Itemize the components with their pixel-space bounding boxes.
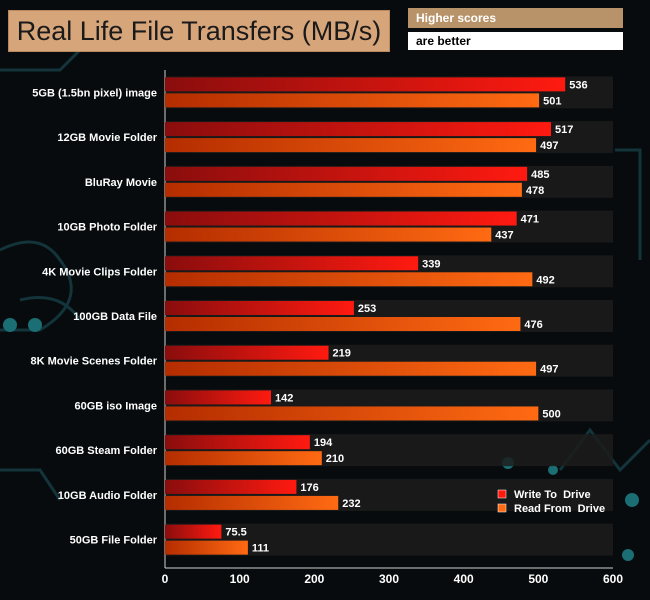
bar-read-from-drive-12gb-movie-folder [165, 138, 537, 153]
hint-higher-scores: Higher scores [408, 8, 623, 28]
category-label-8k-movie-scenes-folder: 8K Movie Scenes Folder [30, 356, 157, 368]
value-label-read-from-drive-5gb-1-5bn-pixel-image: 501 [543, 95, 561, 107]
bar-write-to-drive-50gb-file-folder [165, 524, 222, 539]
bar-write-to-drive-bluray-movie [165, 166, 528, 181]
value-label-read-from-drive-10gb-photo-folder: 437 [495, 230, 513, 242]
category-label-4k-movie-clips-folder: 4K Movie Clips Folder [42, 266, 158, 278]
legend-swatch-read-from-drive [497, 503, 507, 513]
category-label-bluray-movie: BluRay Movie [85, 177, 157, 189]
value-label-write-to-drive-5gb-1-5bn-pixel-image: 536 [569, 79, 587, 91]
bar-read-from-drive-10gb-photo-folder [165, 227, 492, 242]
bar-write-to-drive-10gb-audio-folder [165, 479, 297, 494]
bar-write-to-drive-60gb-iso-image [165, 390, 272, 405]
bar-write-to-drive-100gb-data-file [165, 301, 354, 315]
x-tick-label-500: 500 [528, 572, 548, 586]
bar-write-to-drive-12gb-movie-folder [165, 122, 552, 137]
value-label-read-from-drive-12gb-movie-folder: 497 [540, 140, 558, 152]
bar-write-to-drive-4k-movie-clips-folder [165, 256, 419, 271]
value-label-write-to-drive-50gb-file-folder: 75.5 [225, 527, 246, 539]
value-label-write-to-drive-60gb-iso-image: 142 [275, 392, 293, 404]
hint-are-better: are better [408, 32, 623, 50]
value-label-read-from-drive-10gb-audio-folder: 232 [342, 498, 360, 510]
bar-read-from-drive-bluray-movie [165, 182, 522, 197]
bar-write-to-drive-5gb-1-5bn-pixel-image [165, 77, 566, 92]
x-tick-label-400: 400 [454, 572, 474, 586]
value-label-write-to-drive-12gb-movie-folder: 517 [555, 124, 573, 136]
value-label-read-from-drive-50gb-file-folder: 111 [252, 543, 269, 555]
bar-write-to-drive-60gb-steam-folder [165, 435, 310, 450]
x-tick-label-100: 100 [230, 572, 250, 586]
bar-read-from-drive-60gb-iso-image [165, 406, 539, 421]
legend-swatch-write-to-drive [497, 489, 507, 499]
bar-read-from-drive-60gb-steam-folder [165, 451, 322, 466]
bar-read-from-drive-8k-movie-scenes-folder [165, 361, 537, 376]
category-label-10gb-photo-folder: 10GB Photo Folder [57, 222, 157, 234]
bar-read-from-drive-100gb-data-file [165, 317, 521, 331]
x-tick-label-0: 0 [162, 572, 169, 586]
bar-read-from-drive-5gb-1-5bn-pixel-image [165, 93, 540, 108]
x-tick-label-300: 300 [379, 572, 399, 586]
value-label-read-from-drive-4k-movie-clips-folder: 492 [536, 274, 554, 286]
category-label-60gb-iso-image: 60GB iso Image [74, 400, 157, 412]
value-label-write-to-drive-10gb-audio-folder: 176 [300, 482, 318, 494]
value-label-write-to-drive-4k-movie-clips-folder: 339 [422, 258, 440, 270]
legend-label-read-from-drive: Read From Drive [514, 503, 605, 515]
value-label-read-from-drive-100gb-data-file: 476 [524, 319, 542, 331]
x-tick-label-600: 600 [603, 572, 623, 586]
category-label-50gb-file-folder: 50GB File Folder [70, 535, 158, 547]
chart-title: Real Life File Transfers (MB/s) [8, 10, 390, 52]
value-label-read-from-drive-8k-movie-scenes-folder: 497 [540, 364, 558, 376]
category-label-10gb-audio-folder: 10GB Audio Folder [58, 490, 158, 502]
value-label-write-to-drive-60gb-steam-folder: 194 [314, 437, 333, 449]
category-label-60gb-steam-folder: 60GB Steam Folder [56, 445, 158, 457]
value-label-read-from-drive-bluray-movie: 478 [526, 185, 544, 197]
bar-read-from-drive-50gb-file-folder [165, 540, 248, 555]
bar-read-from-drive-10gb-audio-folder [165, 495, 339, 510]
x-tick-label-200: 200 [304, 572, 324, 586]
value-label-write-to-drive-bluray-movie: 485 [531, 169, 549, 181]
legend-label-write-to-drive: Write To Drive [514, 489, 591, 501]
value-label-write-to-drive-8k-movie-scenes-folder: 219 [333, 348, 351, 360]
value-label-write-to-drive-10gb-photo-folder: 471 [521, 214, 539, 226]
value-label-write-to-drive-100gb-data-file: 253 [358, 303, 376, 315]
bar-write-to-drive-8k-movie-scenes-folder [165, 345, 329, 360]
bar-write-to-drive-10gb-photo-folder [165, 211, 517, 226]
value-label-read-from-drive-60gb-steam-folder: 210 [326, 453, 344, 465]
category-label-12gb-movie-folder: 12GB Movie Folder [57, 132, 157, 144]
bar-read-from-drive-4k-movie-clips-folder [165, 272, 533, 287]
category-label-100gb-data-file: 100GB Data File [73, 311, 157, 323]
category-label-5gb-1-5bn-pixel-image: 5GB (1.5bn pixel) image [32, 87, 157, 99]
value-label-read-from-drive-60gb-iso-image: 500 [542, 408, 560, 420]
